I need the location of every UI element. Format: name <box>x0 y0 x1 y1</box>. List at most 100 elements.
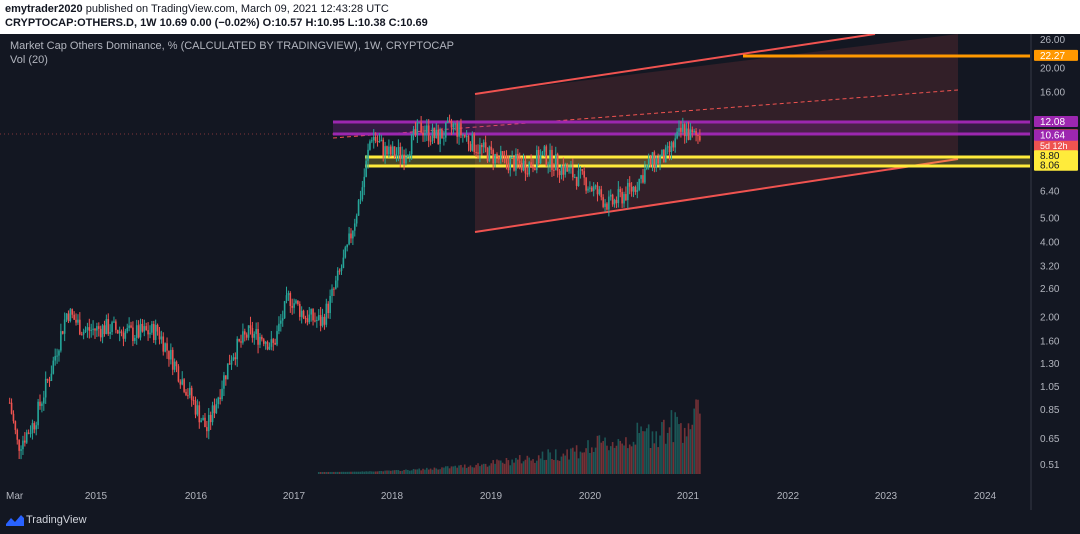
time-tick-label: Mar <box>6 491 24 502</box>
candle-body <box>147 330 149 335</box>
candle-body <box>570 166 572 169</box>
candle-body <box>46 378 49 381</box>
candle-body <box>467 136 470 145</box>
chart-svg[interactable]: 26.0020.0016.0012.008.808.066.405.004.00… <box>0 33 1080 510</box>
candle-body <box>126 327 129 332</box>
author-name[interactable]: emytrader2020 <box>5 3 83 15</box>
candle-body <box>691 129 694 133</box>
candle-body <box>384 146 386 156</box>
volume-bar <box>371 471 373 474</box>
candle-body <box>414 129 417 135</box>
price-label-box <box>1034 116 1078 127</box>
candle-body <box>693 131 695 133</box>
candle-body <box>168 350 170 360</box>
volume-bar <box>596 435 599 474</box>
candle-body <box>642 175 644 183</box>
volume-bar <box>619 440 622 474</box>
candle-body <box>513 157 515 171</box>
candle-body <box>187 395 189 397</box>
tradingview-logo-icon[interactable] <box>6 514 24 526</box>
candle-body <box>687 128 690 140</box>
candle-body <box>623 194 625 204</box>
price-tick-label: 0.51 <box>1040 460 1060 471</box>
price-tick-label: 3.20 <box>1040 262 1060 273</box>
candle-body <box>14 421 17 430</box>
volume-bar <box>344 471 347 474</box>
candle-body <box>200 420 202 423</box>
candle-body <box>116 329 119 334</box>
candle-body <box>262 339 265 344</box>
candle-body <box>259 336 261 345</box>
candle-body <box>43 397 45 404</box>
volume-bar <box>628 444 631 474</box>
yellow-zone <box>365 157 1030 166</box>
candle-body <box>479 144 481 154</box>
candle-body <box>71 309 74 315</box>
candle-body <box>663 149 665 163</box>
volume-bar <box>405 469 407 474</box>
price-tick-label: 5.00 <box>1040 213 1060 224</box>
volume-bar <box>647 424 650 474</box>
candle-body <box>632 186 635 192</box>
candle-body <box>145 326 147 331</box>
price-axis[interactable]: 26.0020.0016.0012.008.808.066.405.004.00… <box>1040 35 1065 471</box>
candle-body <box>628 182 631 187</box>
volume-bar <box>498 460 500 474</box>
candle-body <box>92 328 94 330</box>
candle-body <box>342 257 345 268</box>
volume-bar <box>321 471 324 474</box>
volume-bar <box>336 471 339 474</box>
candle-body <box>56 355 58 357</box>
candle-body <box>253 333 256 338</box>
tradingview-brand[interactable]: TradingView <box>26 514 87 526</box>
volume-bar <box>369 471 371 474</box>
candle-body <box>465 136 468 138</box>
candle-body <box>511 157 513 159</box>
candle-body <box>69 309 72 322</box>
candle-body <box>526 173 529 175</box>
candle-body <box>412 129 415 135</box>
volume-bar <box>636 422 639 474</box>
candle-body <box>128 325 130 328</box>
time-tick-label: 2024 <box>974 491 997 502</box>
candle-body <box>659 156 661 164</box>
symbol-info: CRYPTOCAP:OTHERS.D, 1W 10.69 0.00 (−0.02… <box>5 17 428 29</box>
volume-bar <box>391 470 394 474</box>
time-axis[interactable]: Mar 2015 2016 2017 2018 2019 2020 2021 2022 2023 2… <box>6 491 997 502</box>
candle-body <box>236 338 239 360</box>
volume-bar <box>481 464 483 474</box>
candle-body <box>492 149 494 164</box>
candle-body <box>458 123 460 137</box>
volume-bar <box>570 448 572 474</box>
candle-body <box>52 360 55 374</box>
candle-body <box>645 165 648 169</box>
price-candles <box>8 114 701 460</box>
volume-bar <box>539 458 542 474</box>
volume-bar <box>484 463 487 474</box>
volume-bar <box>661 422 663 474</box>
volume-bar <box>642 431 644 474</box>
volume-bar <box>687 423 690 474</box>
candle-body <box>310 309 312 315</box>
volume-bar <box>659 435 661 474</box>
chart-area[interactable]: 26.0020.0016.0012.008.808.066.405.004.00… <box>0 33 1080 510</box>
candle-body <box>503 155 506 157</box>
channel-upper-line[interactable] <box>474 33 876 95</box>
volume-bar <box>412 468 415 474</box>
candle-body <box>228 363 231 365</box>
volume-bar <box>543 460 546 474</box>
candle-body <box>196 405 199 415</box>
price-tick-label: 1.30 <box>1040 359 1060 370</box>
volume-legend: Vol (20) <box>10 54 48 66</box>
volume-bar <box>547 449 549 474</box>
price-label-text: 12.08 <box>1040 117 1065 128</box>
volume-bar <box>581 452 584 474</box>
volume-bar <box>577 458 580 474</box>
candle-body <box>213 405 216 414</box>
channel-lower-line[interactable] <box>474 158 959 233</box>
candle-body <box>120 331 123 333</box>
volume-bar <box>325 471 328 474</box>
volume-bar <box>549 452 551 474</box>
volume-bar <box>594 447 597 474</box>
candle-body <box>549 149 551 165</box>
